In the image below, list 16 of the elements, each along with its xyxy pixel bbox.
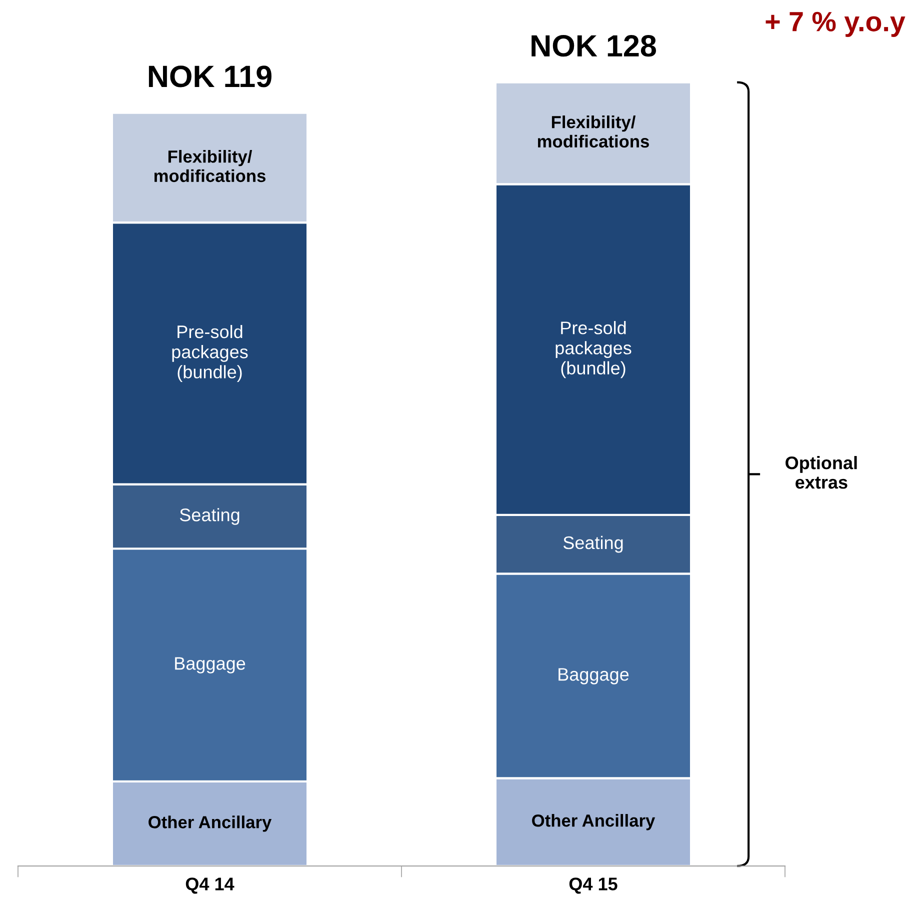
- text: + 7 % y.o.y: [766, 12, 906, 37]
- series-label: Pre-sold packages (bundle): [556, 321, 632, 378]
- text: Optional extras: [786, 456, 857, 489]
- text: Pre-sold packages (bundle): [172, 324, 248, 382]
- total-label: NOK 119: [148, 66, 272, 88]
- x-tick-label: Q4 14: [186, 878, 234, 894]
- series-label: Seating: [563, 536, 623, 553]
- series-label: Flexibility/ modifications: [538, 116, 649, 148]
- total-label: NOK 128: [532, 35, 656, 57]
- text: Baggage: [175, 657, 246, 674]
- text: Seating: [180, 508, 240, 525]
- text: Flexibility/ modifications: [154, 150, 266, 182]
- series-label: Baggage: [558, 668, 629, 684]
- text: Other Ancillary: [532, 814, 656, 830]
- series-label: Other Ancillary: [148, 816, 272, 832]
- x-tick-label: Q4 15: [569, 878, 618, 894]
